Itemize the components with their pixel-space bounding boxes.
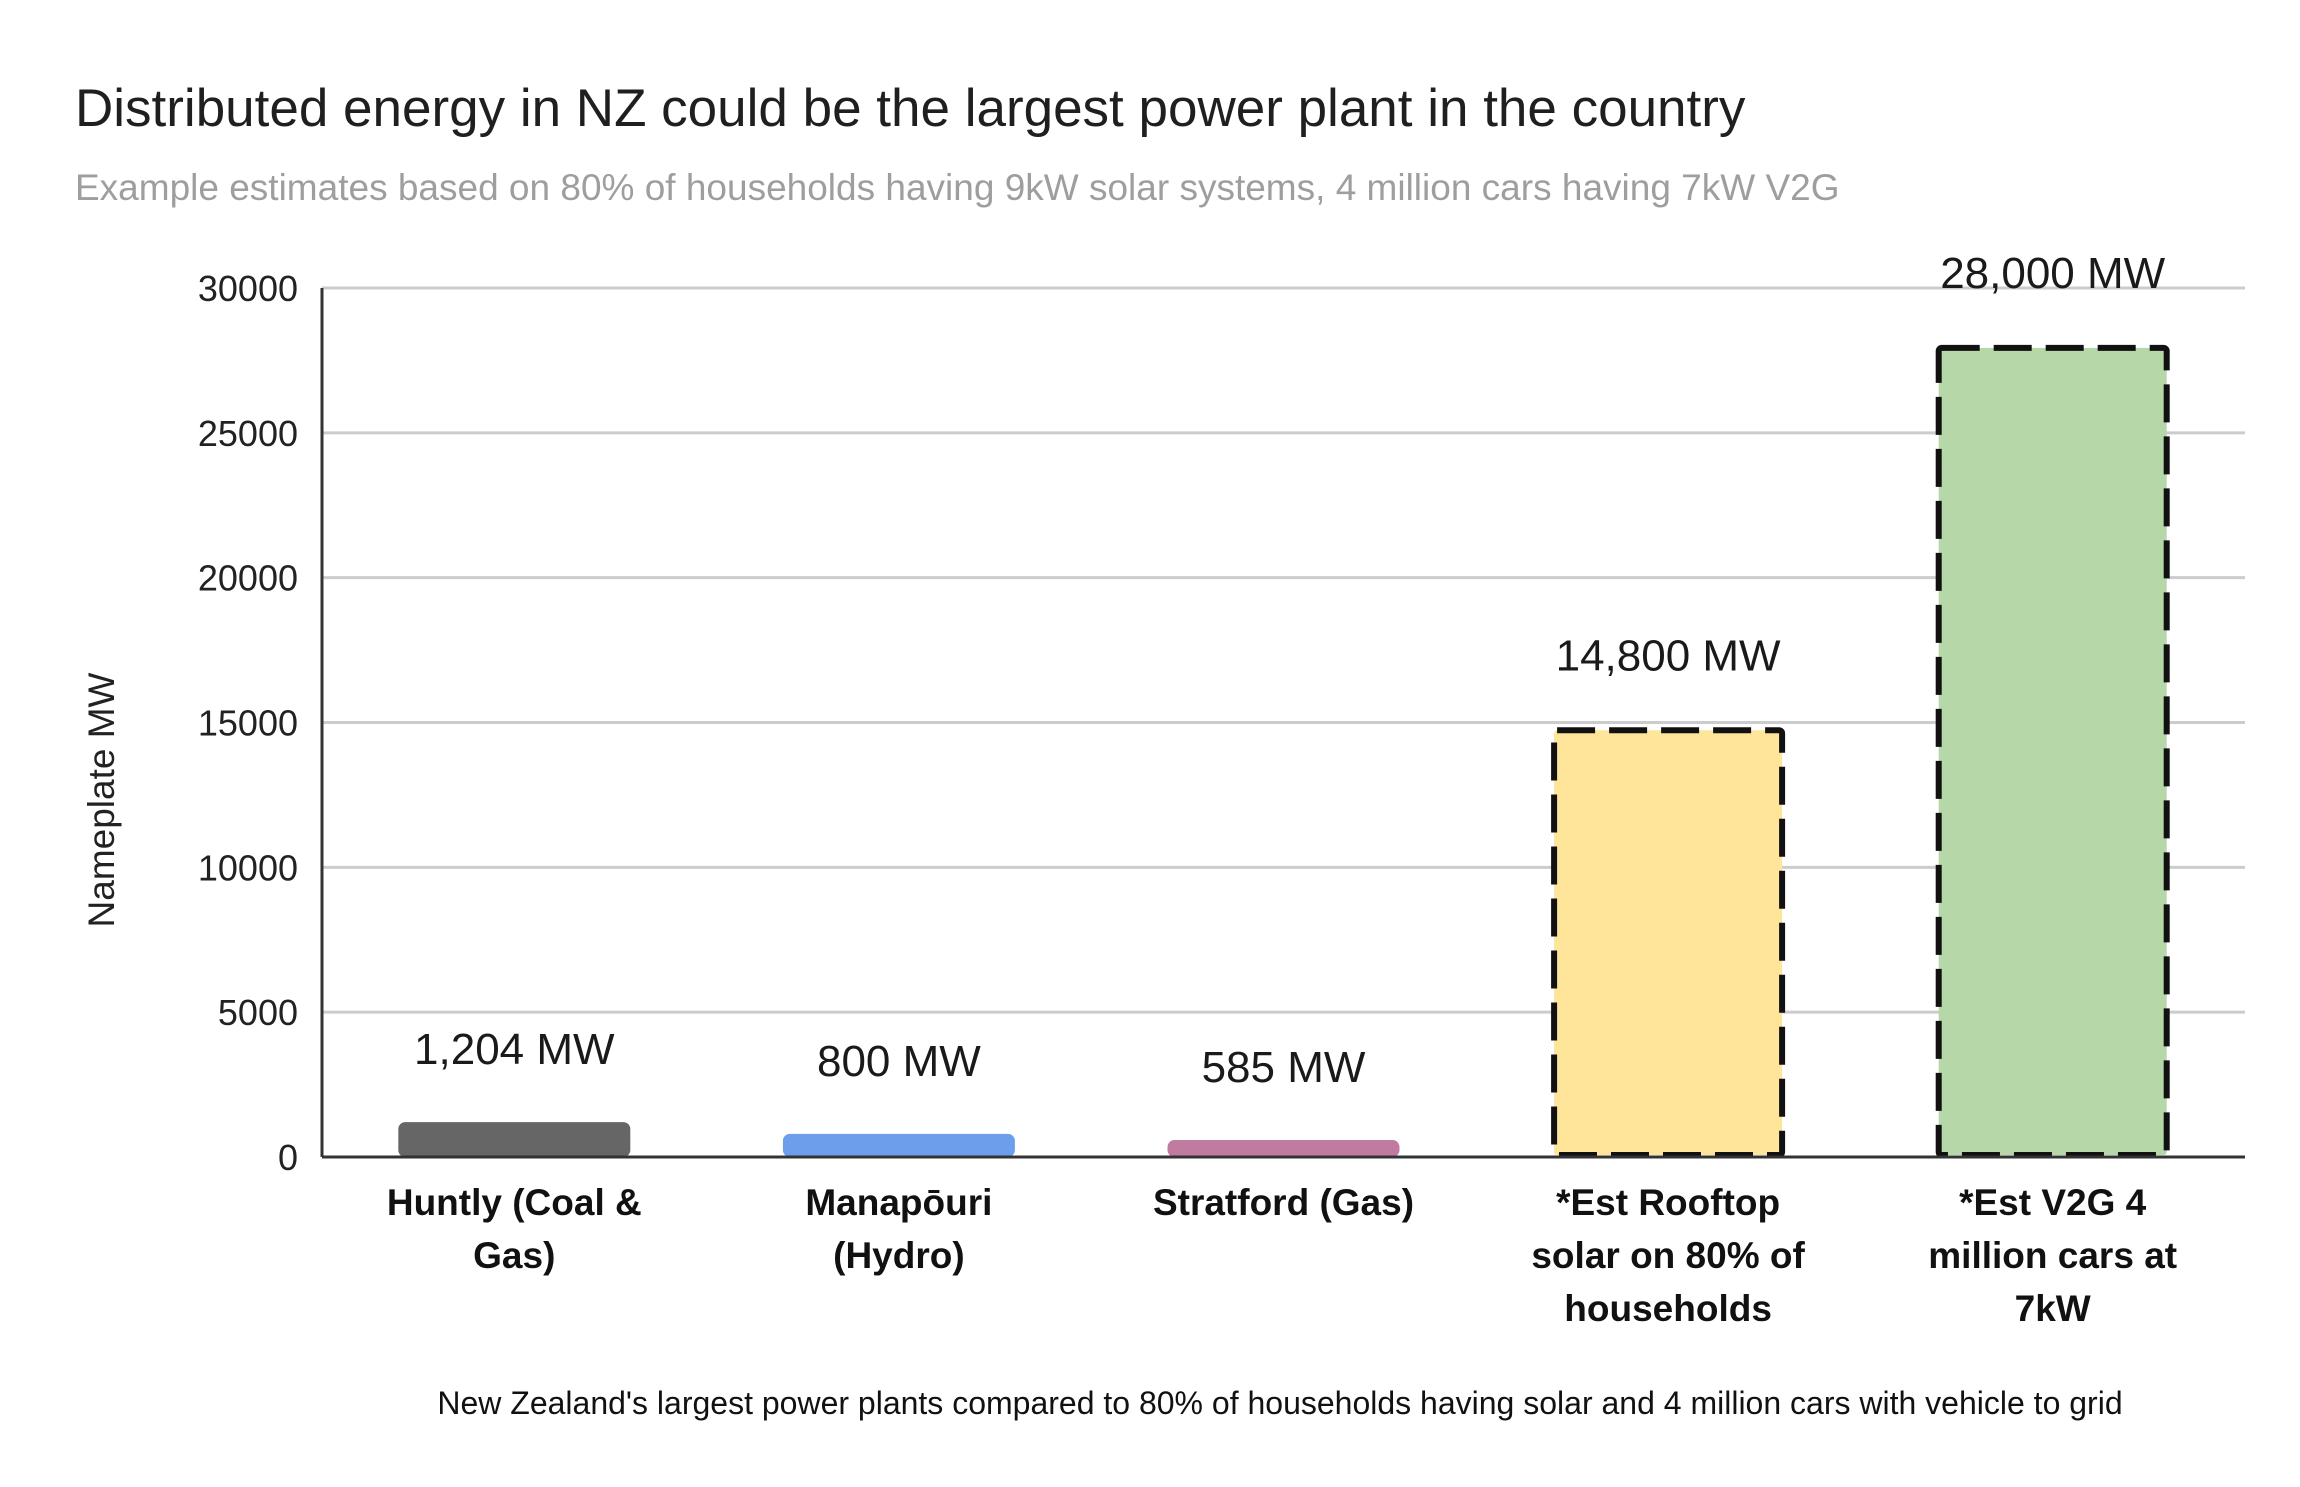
axes (320, 288, 2245, 1159)
y-tick-label: 15000 (198, 703, 298, 744)
data-label: 28,000 MW (1940, 249, 2165, 298)
chart-title: Distributed energy in NZ could be the la… (75, 79, 1746, 138)
y-tick-label: 10000 (198, 847, 298, 888)
bar (1167, 1140, 1400, 1157)
y-tick-label: 30000 (198, 268, 298, 309)
data-label: 585 MW (1202, 1043, 1366, 1092)
x-tick-label: solar on 80% of (1531, 1235, 1805, 1276)
y-tick-label: 20000 (198, 558, 298, 599)
gridlines (322, 286, 2245, 1014)
chart-subtitle: Example estimates based on 80% of househ… (75, 167, 1840, 208)
x-tick-label: households (1564, 1288, 1772, 1329)
data-label: 1,204 MW (414, 1025, 615, 1074)
bar (398, 1122, 631, 1157)
x-tick-label: Huntly (Coal & (387, 1182, 642, 1223)
x-tick-label: 7kW (2015, 1288, 2091, 1329)
x-tick-label: Stratford (Gas) (1153, 1182, 1414, 1223)
x-tick-label: Gas) (473, 1235, 555, 1276)
x-tick-label: (Hydro) (833, 1235, 965, 1276)
data-label: 14,800 MW (1556, 631, 1781, 680)
x-tick-label: Manapōuri (805, 1182, 992, 1223)
x-tick-label: *Est Rooftop (1556, 1182, 1780, 1223)
bars (398, 344, 2170, 1158)
x-tick-label: *Est V2G 4 (1959, 1182, 2147, 1223)
x-axis-categories: Huntly (Coal & Gas) Manapōuri (Hydro) Stratf… (387, 1182, 2177, 1329)
bar (1551, 727, 1786, 1158)
bar (782, 1133, 1015, 1157)
y-tick-label: 25000 (198, 413, 298, 454)
y-tick-label: 5000 (218, 992, 298, 1033)
bar (1935, 344, 2170, 1158)
chart-footnote: New Zealand's largest power plants compa… (437, 1385, 2122, 1421)
y-axis-label: Nameplate MW (81, 672, 122, 927)
y-tick-label: 0 (278, 1137, 298, 1178)
y-axis-ticks: 0 5000 10000 15000 20000 25000 30000 (198, 268, 298, 1178)
data-labels: 1,204 MW 800 MW 585 MW 14,800 MW 28,000 MW (414, 249, 2166, 1092)
x-tick-label: million cars at (1928, 1235, 2177, 1276)
data-label: 800 MW (817, 1037, 981, 1086)
